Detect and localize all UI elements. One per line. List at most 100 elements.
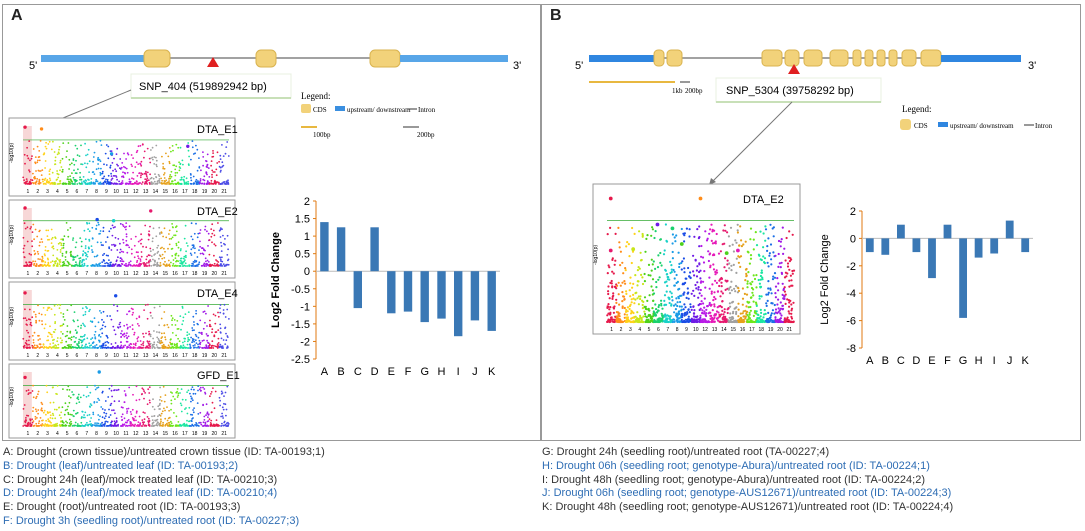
manhattan-point [152,258,154,261]
manhattan-point [116,310,119,312]
manhattan-point [43,264,46,266]
manhattan-point [617,293,620,296]
manhattan-point [139,182,141,185]
manhattan-point [199,346,201,349]
manhattan-point [782,252,785,255]
manhattan-chrom-tick: 11 [123,431,128,437]
manhattan-chrom-tick: 8 [95,353,98,359]
manhattan-point [59,337,62,339]
manhattan-point [87,250,89,253]
manhattan-point [82,176,85,178]
manhattan-top-snp [670,226,675,231]
manhattan-point [25,319,28,322]
manhattan-point [170,402,173,405]
manhattan-point [126,171,129,174]
manhattan-point [44,183,47,185]
manhattan-point [27,331,30,334]
manhattan-point [752,294,755,297]
manhattan-point [125,334,127,337]
manhattan-point [120,344,123,347]
manhattan-point [81,335,84,338]
manhattan-point [665,280,668,283]
manhattan-point [173,346,176,349]
manhattan-point [140,174,142,177]
manhattan-point [707,250,710,253]
manhattan-point [160,332,163,335]
manhattan-top-snp [736,248,740,253]
manhattan-point [58,261,61,263]
manhattan-point [105,144,108,146]
manhattan-point [67,264,69,267]
manhattan-point [24,227,27,230]
manhattan-point [204,422,207,425]
manhattan-chrom-tick: 14 [721,327,727,333]
manhattan-point [776,312,779,315]
manhattan-point [678,320,681,324]
manhattan-point [192,411,195,414]
manhattan-point [158,175,161,177]
manhattan-point [755,320,758,324]
manhattan-point [172,263,175,265]
manhattan-point [222,164,225,167]
manhattan-point [732,263,735,266]
manhattan-point [130,248,133,251]
manhattan-point [115,153,118,155]
manhattan-point [205,265,208,267]
manhattan-point [98,425,101,427]
manhattan-point [148,265,151,267]
manhattan-chrom-tick: 2 [36,189,39,195]
manhattan-point [142,262,145,264]
manhattan-point [737,287,740,290]
manhattan-point [210,164,213,167]
manhattan-point [142,245,144,248]
manhattan-point [44,249,47,252]
manhattan-point [38,159,41,162]
manhattan-point [43,409,46,412]
manhattan-point [146,403,149,406]
manhattan-ylabel: -log10(p) [593,245,599,265]
manhattan-point [86,414,89,417]
manhattan-point [54,321,57,323]
manhattan-point [56,340,59,343]
manhattan-point [226,254,229,256]
manhattan-point [709,311,712,314]
manhattan-point [670,268,673,271]
manhattan-point [714,273,717,276]
manhattan-point [710,290,713,293]
bar-E [387,271,396,314]
manhattan-point [158,408,161,410]
manhattan-point [97,159,100,162]
manhattan-point [120,250,123,253]
manhattan-point [789,320,792,324]
manhattan-point [22,425,25,427]
manhattan-point [694,283,697,287]
bar-category-label: H [437,366,445,378]
manhattan-point [651,226,654,229]
manhattan-point [81,347,84,349]
manhattan-point [44,167,46,169]
manhattan-point [202,425,205,427]
manhattan-point [212,347,215,349]
manhattan-point [31,179,34,182]
bar-category-label: G [959,355,968,367]
manhattan-chrom-tick: 13 [143,431,149,437]
manhattan-point [668,317,671,320]
manhattan-point [106,336,109,339]
manhattan-point [85,258,88,260]
manhattan-point [688,228,691,231]
manhattan-point [128,182,131,185]
manhattan-point [52,247,55,250]
manhattan-chrom-tick: 2 [36,353,39,359]
manhattan-point [205,172,208,174]
manhattan-point [68,422,71,425]
manhattan-point [50,308,53,310]
manhattan-point [102,346,105,349]
manhattan-point [168,229,171,232]
manhattan-chrom-tick: 13 [712,327,718,333]
manhattan-point [784,319,787,322]
manhattan-point [191,238,194,241]
manhattan-point [106,236,109,239]
manhattan-point [175,343,178,346]
manhattan-point [215,174,218,177]
manhattan-ylabel: -log10(p) [9,225,15,245]
